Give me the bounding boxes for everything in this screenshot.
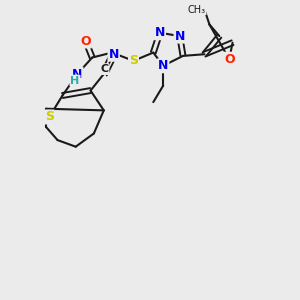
Text: S: S	[45, 110, 54, 124]
Text: N: N	[72, 68, 82, 80]
Text: O: O	[224, 53, 235, 66]
Text: N: N	[155, 26, 165, 39]
Text: C: C	[100, 64, 109, 74]
Text: N: N	[158, 59, 168, 72]
Text: S: S	[129, 54, 138, 67]
Text: O: O	[80, 34, 91, 47]
Text: N: N	[175, 30, 185, 43]
Text: CH₃: CH₃	[188, 4, 206, 15]
Text: H: H	[70, 76, 80, 85]
Text: N: N	[109, 48, 119, 61]
